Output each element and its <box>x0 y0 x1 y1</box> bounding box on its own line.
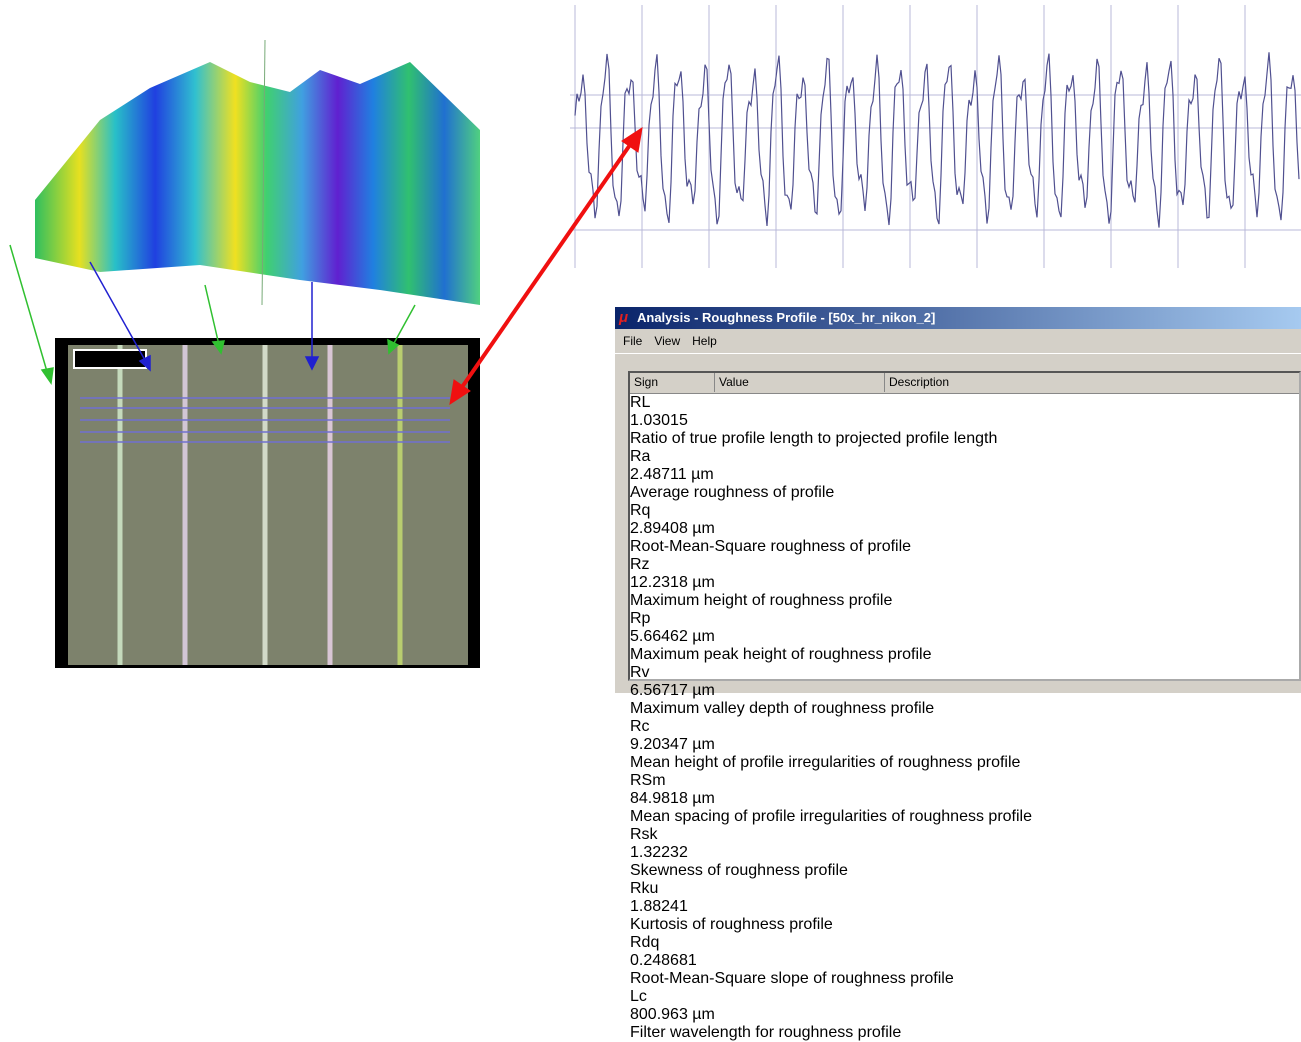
value-cell: 2.48711 µm <box>630 466 1299 484</box>
column-header[interactable]: Value <box>715 373 885 392</box>
sign-cell: Rq <box>630 502 1299 520</box>
description-cell: Average roughness of profile <box>630 484 1299 502</box>
sign-cell: Rv <box>630 664 1299 682</box>
sign-cell: Lc <box>630 988 1299 1006</box>
sign-cell: Rz <box>630 556 1299 574</box>
description-cell: Mean spacing of profile irregularities o… <box>630 808 1299 826</box>
column-header[interactable]: Sign <box>630 373 715 392</box>
description-cell: Root-Mean-Square slope of roughness prof… <box>630 970 1299 988</box>
description-cell: Kurtosis of roughness profile <box>630 916 1299 934</box>
value-cell: 1.32232 <box>630 844 1299 862</box>
description-cell: Ratio of true profile length to projecte… <box>630 430 1299 448</box>
description-cell: Maximum height of roughness profile <box>630 592 1299 610</box>
sign-cell: Rdq <box>630 934 1299 952</box>
value-cell: 2.89408 µm <box>630 520 1299 538</box>
column-header[interactable]: Description <box>885 373 1301 392</box>
description-cell: Maximum peak height of roughness profile <box>630 646 1299 664</box>
description-cell: Maximum valley depth of roughness profil… <box>630 700 1299 718</box>
surface-3d <box>35 62 480 305</box>
description-cell: Mean height of profile irregularities of… <box>630 754 1299 772</box>
menu-item[interactable]: File <box>623 334 642 348</box>
menu-item[interactable]: Help <box>692 334 717 348</box>
scale-bar <box>74 350 146 368</box>
value-cell: 6.56717 µm <box>630 682 1299 700</box>
sign-cell: RSm <box>630 772 1299 790</box>
sign-cell: RL <box>630 394 1299 412</box>
description-cell: Root-Mean-Square roughness of profile <box>630 538 1299 556</box>
value-cell: 800.963 µm <box>630 1006 1299 1024</box>
sign-cell: Ra <box>630 448 1299 466</box>
value-cell: 84.9818 µm <box>630 790 1299 808</box>
micrograph-field <box>68 345 468 665</box>
description-cell: Skewness of roughness profile <box>630 862 1299 880</box>
graph <box>570 5 1301 268</box>
sign-cell: Rsk <box>630 826 1299 844</box>
value-cell: 1.03015 <box>630 412 1299 430</box>
value-cell: 1.88241 <box>630 898 1299 916</box>
value-cell: 9.20347 µm <box>630 736 1299 754</box>
graph-area <box>570 5 1301 268</box>
value-cell: 12.2318 µm <box>630 574 1299 592</box>
sign-cell: Rc <box>630 718 1299 736</box>
sign-cell: Rp <box>630 610 1299 628</box>
title-text: Analysis - Roughness Profile - [50x_hr_n… <box>637 310 935 325</box>
description-cell: Filter wavelength for roughness profile <box>630 1024 1299 1042</box>
menu-item[interactable]: View <box>654 334 680 348</box>
value-cell: 0.248681 <box>630 952 1299 970</box>
value-cell: 5.66462 µm <box>630 628 1299 646</box>
menu-bar: File View Help <box>615 329 1301 354</box>
sign-cell: Rku <box>630 880 1299 898</box>
